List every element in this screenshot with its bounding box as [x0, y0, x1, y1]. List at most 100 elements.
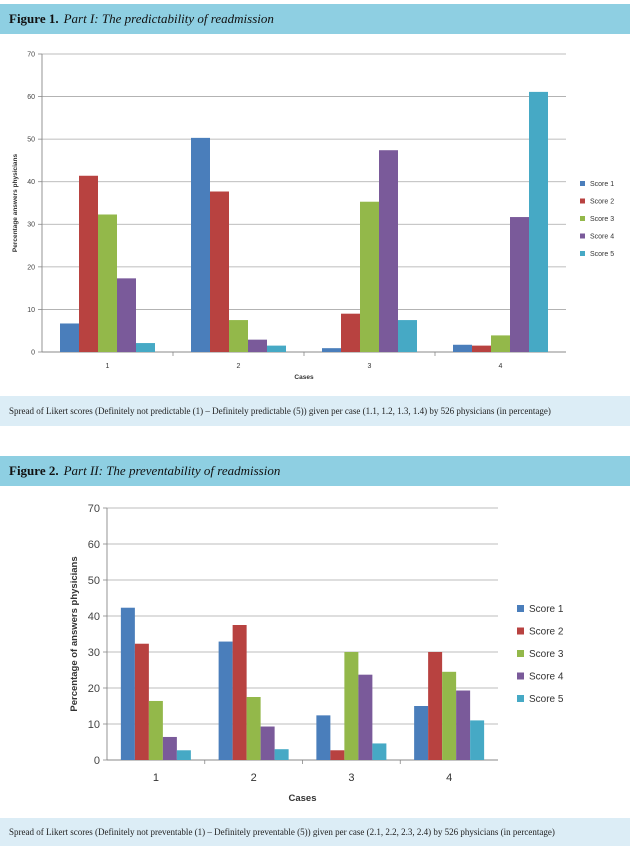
x-axis-label: Cases — [289, 793, 317, 804]
y-tick-label: 50 — [27, 137, 35, 144]
bar — [456, 690, 471, 760]
bar — [529, 91, 548, 352]
bar — [428, 652, 443, 760]
legend-entry: Score 3 — [529, 649, 564, 660]
bar — [470, 720, 485, 760]
bar — [398, 320, 417, 352]
bar — [134, 643, 149, 760]
figure-1-title: Part I: The predictability of readmissio… — [63, 11, 274, 26]
y-tick-label: 70 — [88, 503, 100, 515]
x-tick-label: 4 — [499, 363, 503, 370]
figure-2-label: Figure 2. — [9, 463, 59, 478]
legend-entry: Score 1 — [590, 181, 614, 188]
bar — [148, 700, 163, 760]
bar — [260, 726, 275, 760]
y-tick-label: 70 — [27, 51, 35, 58]
figure-2-title: Part II: The preventability of readmissi… — [63, 463, 281, 478]
legend-entry: Score 5 — [529, 694, 564, 705]
bar — [379, 150, 398, 352]
bar — [229, 320, 248, 352]
x-axis-label: Cases — [294, 374, 314, 381]
x-tick-label: 3 — [368, 363, 372, 370]
bar — [191, 137, 210, 352]
bar — [176, 750, 191, 760]
bar — [60, 323, 79, 352]
bar — [274, 749, 289, 760]
bar — [358, 674, 373, 760]
y-tick-label: 40 — [27, 179, 35, 186]
bar — [267, 345, 286, 352]
legend-entry: Score 4 — [590, 234, 614, 241]
bar — [341, 313, 360, 352]
y-axis-label: Percentage answers physicians — [12, 153, 19, 252]
legend-entry: Score 1 — [529, 604, 564, 615]
y-tick-label: 0 — [94, 755, 100, 767]
legend-entry: Score 4 — [529, 672, 564, 683]
bar — [322, 348, 341, 352]
legend-swatch — [517, 650, 524, 657]
legend-entry: Score 3 — [590, 216, 614, 223]
bar — [136, 343, 155, 352]
bar — [442, 671, 457, 760]
legend-entry: Score 2 — [529, 627, 564, 638]
x-tick-label: 2 — [237, 363, 241, 370]
legend-swatch — [580, 233, 585, 239]
y-axis-label: Percentage of answers physicians — [69, 556, 80, 711]
figure-2-header: Figure 2. Part II: The preventability of… — [0, 456, 630, 486]
x-tick-label: 2 — [251, 772, 257, 784]
y-tick-label: 60 — [27, 94, 35, 101]
bar — [360, 201, 379, 352]
figure-1-header: Figure 1. Part I: The predictability of … — [0, 4, 630, 34]
bar — [453, 344, 472, 352]
bar — [510, 217, 529, 352]
bar — [316, 715, 331, 760]
x-tick-label: 4 — [446, 772, 452, 784]
legend-swatch — [517, 627, 524, 635]
y-tick-label: 30 — [27, 222, 35, 229]
bar — [210, 191, 229, 352]
legend-swatch — [580, 216, 585, 221]
y-tick-label: 30 — [88, 647, 100, 659]
y-tick-label: 10 — [27, 307, 35, 314]
legend-swatch — [517, 695, 524, 702]
legend-swatch — [517, 605, 524, 612]
figure-2-chart-area: 0 10 20 30 40 50 60 70 1 2 3 4 Cases Percentage of an… — [0, 486, 630, 818]
bar — [117, 278, 136, 352]
x-tick-label: 3 — [348, 772, 354, 784]
y-tick-label: 0 — [31, 349, 35, 356]
figure-1-chart: 0 10 20 30 40 50 60 70 1 2 3 4 Cases Percentage answe… — [12, 51, 614, 381]
x-tick-label: 1 — [153, 772, 159, 784]
y-tick-label: 20 — [27, 264, 35, 271]
bar — [232, 625, 247, 760]
x-tick-label: 1 — [106, 363, 110, 370]
figure-2-caption: Spread of Likert scores (Definitely not … — [0, 818, 630, 846]
figure-1-chart-area: 0 10 20 30 40 50 60 70 1 2 3 4 Cases Percentage answe… — [0, 34, 630, 396]
bar — [98, 214, 117, 352]
y-tick-label: 60 — [88, 539, 100, 551]
bar — [162, 736, 177, 760]
legend-entry: Score 5 — [590, 251, 614, 258]
bar — [248, 339, 267, 352]
figure-1-caption: Spread of Likert scores (Definitely not … — [0, 396, 630, 426]
y-tick-label: 20 — [88, 683, 100, 695]
legend-entry: Score 2 — [590, 199, 614, 206]
bar — [120, 607, 135, 760]
bar — [414, 706, 429, 760]
figure-1-label: Figure 1. — [9, 11, 59, 26]
legend-swatch — [580, 251, 585, 256]
y-tick-label: 50 — [88, 575, 100, 587]
legend-swatch — [580, 198, 585, 204]
bar — [79, 175, 98, 352]
bar — [472, 345, 491, 352]
bar — [372, 743, 387, 760]
y-tick-label: 40 — [88, 611, 100, 623]
bar — [330, 750, 345, 760]
bar — [246, 697, 261, 760]
bar — [218, 641, 233, 760]
y-tick-label: 10 — [88, 719, 100, 731]
figure-2-chart: 0 10 20 30 40 50 60 70 1 2 3 4 Cases Percentage of an… — [69, 503, 564, 804]
bar — [344, 652, 359, 760]
legend-swatch — [580, 181, 585, 186]
bar — [491, 335, 510, 352]
legend-swatch — [517, 672, 524, 680]
